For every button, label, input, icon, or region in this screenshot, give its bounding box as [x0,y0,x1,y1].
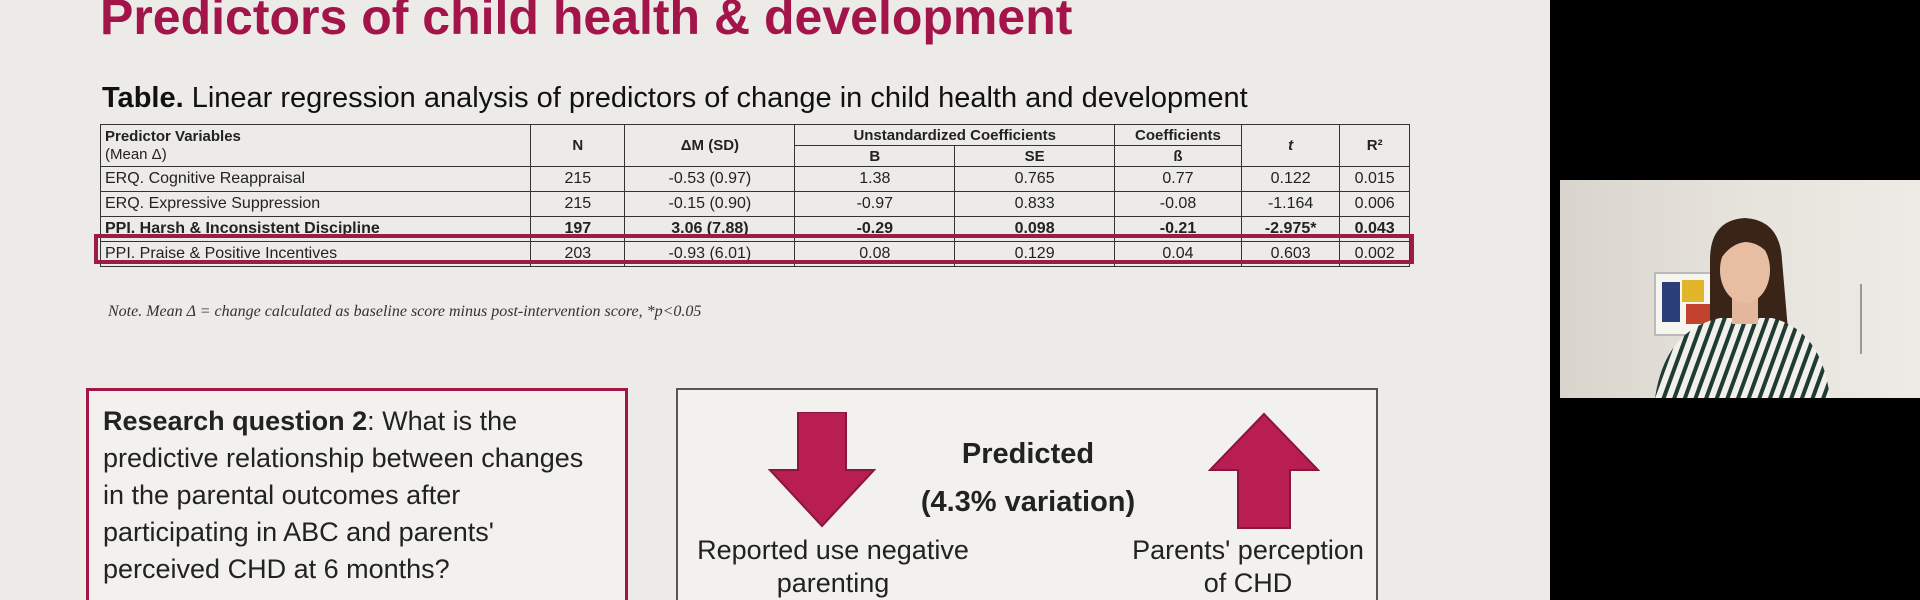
table-header-row: Predictor Variables (Mean Δ) N ΔM (SD) U… [99,124,1410,167]
row-b: -0.97 [794,191,956,217]
up-arrow-icon [1208,412,1320,529]
header-se: SE [954,145,1115,167]
prediction-box: Predicted (4.3% variation) Reported use … [676,388,1378,600]
table-row: ERQ. Cognitive Reappraisal 215 -0.53 (0.… [99,166,1410,192]
table-caption-label: Table. [102,82,184,114]
header-coefficients: Coefficients [1113,124,1242,146]
header-delta-m: ΔM (SD) [624,124,796,167]
row-delta-m: -0.15 (0.90) [624,191,796,217]
lamp [1860,284,1902,354]
table-note: Note. Mean Δ = change calculated as base… [108,303,702,320]
row-r2: 0.015 [1339,166,1410,192]
header-predictor: Predictor Variables (Mean Δ) [99,124,532,167]
prediction-title: Predicted [961,438,1095,470]
header-unstandardized: Unstandardized Coefficients [794,124,1115,146]
presentation-slide: Predictors of child health & development… [0,0,1550,600]
research-question-box: Research question 2: What is the predict… [86,388,628,600]
chd-perception-label: Parents' perception of CHD [1132,535,1364,598]
header-predictor-main: Predictor Variables [105,127,241,145]
table-subheader-row: B SE ß [101,145,1410,167]
header-r2: R² [1339,124,1410,167]
prediction-subtitle: (4.3% variation) [920,486,1136,518]
row-predictor: ERQ. Cognitive Reappraisal [99,166,532,192]
row-se: 0.833 [954,191,1115,217]
header-b: B [794,145,956,167]
negative-parenting-label: Reported use negative parenting [697,535,969,598]
row-n: 215 [530,191,626,217]
row-r2: 0.006 [1339,191,1410,217]
row-b: 1.38 [794,166,956,192]
presenter-avatar [1655,218,1830,398]
row-t: 0.122 [1240,166,1341,192]
header-t: t [1240,124,1341,167]
table-caption: Table. Linear regression analysis of pre… [102,82,1248,115]
header-predictor-sub: (Mean Δ) [105,145,167,163]
table-caption-text: Linear regression analysis of predictors… [183,82,1248,114]
research-question-label: Research question 2 [103,406,368,436]
row-n: 215 [530,166,626,192]
row-delta-m: -0.53 (0.97) [624,166,796,192]
research-question-text: : What is the predictive relationship be… [103,406,584,584]
row-beta: -0.08 [1113,191,1242,217]
header-beta: ß [1113,145,1242,167]
row-highlight-box [94,234,1414,264]
header-n: N [530,124,626,167]
presenter-video-tile [1560,180,1920,398]
row-predictor: ERQ. Expressive Suppression [99,191,532,217]
row-beta: 0.77 [1113,166,1242,192]
row-t: -1.164 [1240,191,1341,217]
row-se: 0.765 [954,166,1115,192]
table-row: ERQ. Expressive Suppression 215 -0.15 (0… [99,191,1410,217]
slide-title: Predictors of child health & development [100,0,1073,45]
down-arrow-icon [768,412,876,528]
